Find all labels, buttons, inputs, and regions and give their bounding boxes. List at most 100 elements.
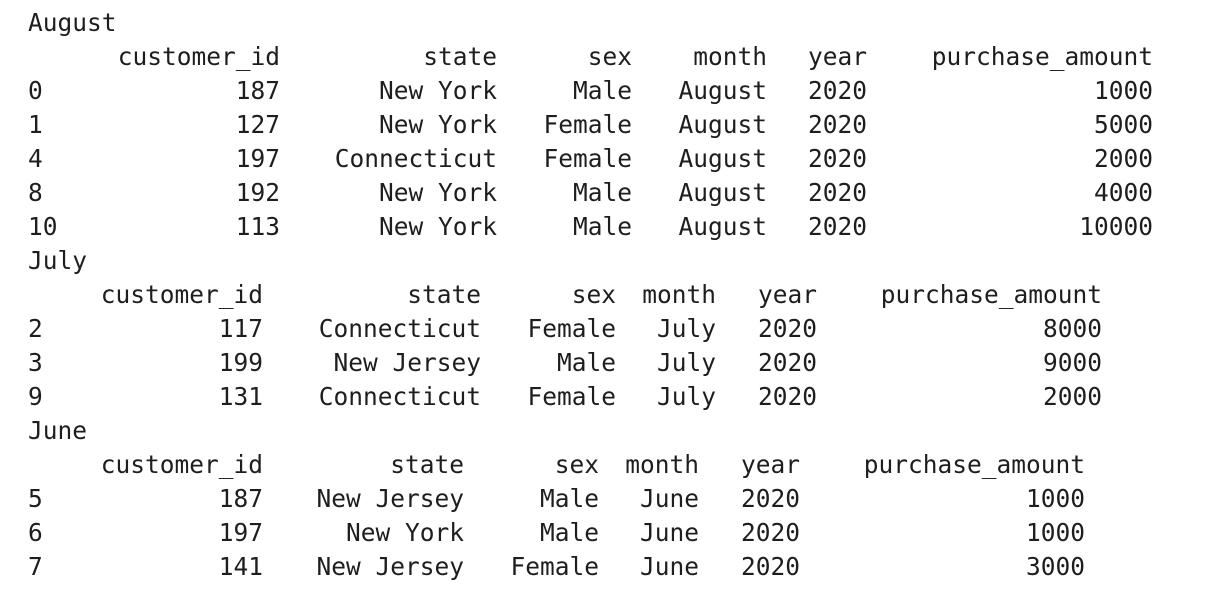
column-header: year (807, 42, 867, 71)
column-header: customer_id (100, 450, 263, 479)
table-cell: 2020 (757, 314, 817, 343)
column-header: purchase_amount (863, 450, 1085, 479)
table-cell: 3000 (1025, 552, 1085, 581)
table-cell: Male (572, 178, 632, 207)
table-cell: Male (539, 484, 599, 513)
table-cell: 1000 (1025, 518, 1085, 547)
table-cell: June (639, 552, 699, 581)
column-header: sex (571, 280, 616, 309)
table-cell: New York (378, 178, 497, 207)
column-header: customer_id (117, 42, 280, 71)
table-cell: 2020 (740, 518, 800, 547)
table-cell: 131 (218, 382, 263, 411)
row-index: 0 (28, 76, 43, 105)
table-cell: Female (527, 382, 616, 411)
table-cell: New Jersey (316, 484, 464, 513)
table-cell: 8000 (1042, 314, 1102, 343)
row-index: 4 (28, 144, 43, 173)
table-cell: 187 (218, 484, 263, 513)
table-header: customer_id state sex month year purchase_amo… (0, 278, 1206, 312)
table-cell: 9000 (1042, 348, 1102, 377)
table-header: customer_id state sex month year purchase_amo… (0, 40, 1206, 74)
table-row: 9 131 Connecticut Female July 2020 2000 (0, 380, 1206, 414)
column-header: customer_id (100, 280, 263, 309)
row-index: 2 (28, 314, 43, 343)
table-row: 3 199 New Jersey Male July 2020 9000 (0, 346, 1206, 380)
table-cell: 2020 (807, 110, 867, 139)
table-cell: Female (510, 552, 599, 581)
table-cell: Female (527, 314, 616, 343)
column-header: year (757, 280, 817, 309)
table-cell: New York (378, 76, 497, 105)
table-cell: June (639, 484, 699, 513)
table-cell: New York (378, 110, 497, 139)
table-row: 10 113 New York Male August 2020 10000 (0, 210, 1206, 244)
column-header: sex (587, 42, 632, 71)
row-index: 7 (28, 552, 43, 581)
row-index: 5 (28, 484, 43, 513)
column-header: state (407, 280, 481, 309)
table-cell: Male (539, 518, 599, 547)
row-index: 3 (28, 348, 43, 377)
table-header: customer_id state sex month year purchase_amo… (0, 448, 1206, 482)
table-cell: Connecticut (334, 144, 497, 173)
table-cell: 1000 (1093, 76, 1153, 105)
table-cell: 197 (218, 518, 263, 547)
table-cell: New York (378, 212, 497, 241)
table-cell: New York (345, 518, 464, 547)
table-cell: August (678, 144, 767, 173)
table-cell: 127 (235, 110, 280, 139)
table-cell: 2020 (740, 484, 800, 513)
group-title-line: August (0, 6, 1206, 40)
table-cell: Female (543, 144, 632, 173)
table-row: 7 141 New Jersey Female June 2020 3000 (0, 550, 1206, 584)
table-cell: August (678, 178, 767, 207)
column-header: month (693, 42, 767, 71)
table-cell: New Jersey (316, 552, 464, 581)
column-header: purchase_amount (931, 42, 1153, 71)
table-cell: August (678, 76, 767, 105)
table-cell: 2020 (807, 144, 867, 173)
column-header: state (423, 42, 497, 71)
table-cell: June (639, 518, 699, 547)
table-cell: 117 (218, 314, 263, 343)
column-header: month (642, 280, 716, 309)
table-cell: Male (572, 76, 632, 105)
group-title-line: June (0, 414, 1206, 448)
table-cell: August (678, 212, 767, 241)
table-cell: July (656, 382, 716, 411)
column-header: state (390, 450, 464, 479)
table-cell: 197 (235, 144, 280, 173)
row-index: 1 (28, 110, 43, 139)
table-cell: 2020 (757, 348, 817, 377)
table-cell: 187 (235, 76, 280, 105)
table-cell: 199 (218, 348, 263, 377)
table-cell: 2020 (740, 552, 800, 581)
table-cell: 2020 (757, 382, 817, 411)
table-cell: 2020 (807, 76, 867, 105)
table-row: 4 197 Connecticut Female August 2020 2000 (0, 142, 1206, 176)
group-title-line: July (0, 244, 1206, 278)
table-row: 1 127 New York Female August 2020 5000 (0, 108, 1206, 142)
table-row: 0 187 New York Male August 2020 1000 (0, 74, 1206, 108)
table-cell: New Jersey (333, 348, 481, 377)
row-index: 8 (28, 178, 43, 207)
column-header: purchase_amount (880, 280, 1102, 309)
table-cell: 2020 (807, 178, 867, 207)
table-cell: July (656, 314, 716, 343)
table-row: 2 117 Connecticut Female July 2020 8000 (0, 312, 1206, 346)
table-cell: 2000 (1093, 144, 1153, 173)
table-cell: Male (572, 212, 632, 241)
group-title: June (28, 416, 88, 445)
table-cell: 2020 (807, 212, 867, 241)
table-cell: Connecticut (318, 314, 481, 343)
table-row: 6 197 New York Male June 2020 1000 (0, 516, 1206, 550)
table-cell: Connecticut (318, 382, 481, 411)
row-index: 10 (28, 212, 58, 241)
table-cell: 5000 (1093, 110, 1153, 139)
table-cell: 4000 (1093, 178, 1153, 207)
table-row: 5 187 New Jersey Male June 2020 1000 (0, 482, 1206, 516)
table-cell: 113 (235, 212, 280, 241)
group-title: August (28, 8, 117, 37)
